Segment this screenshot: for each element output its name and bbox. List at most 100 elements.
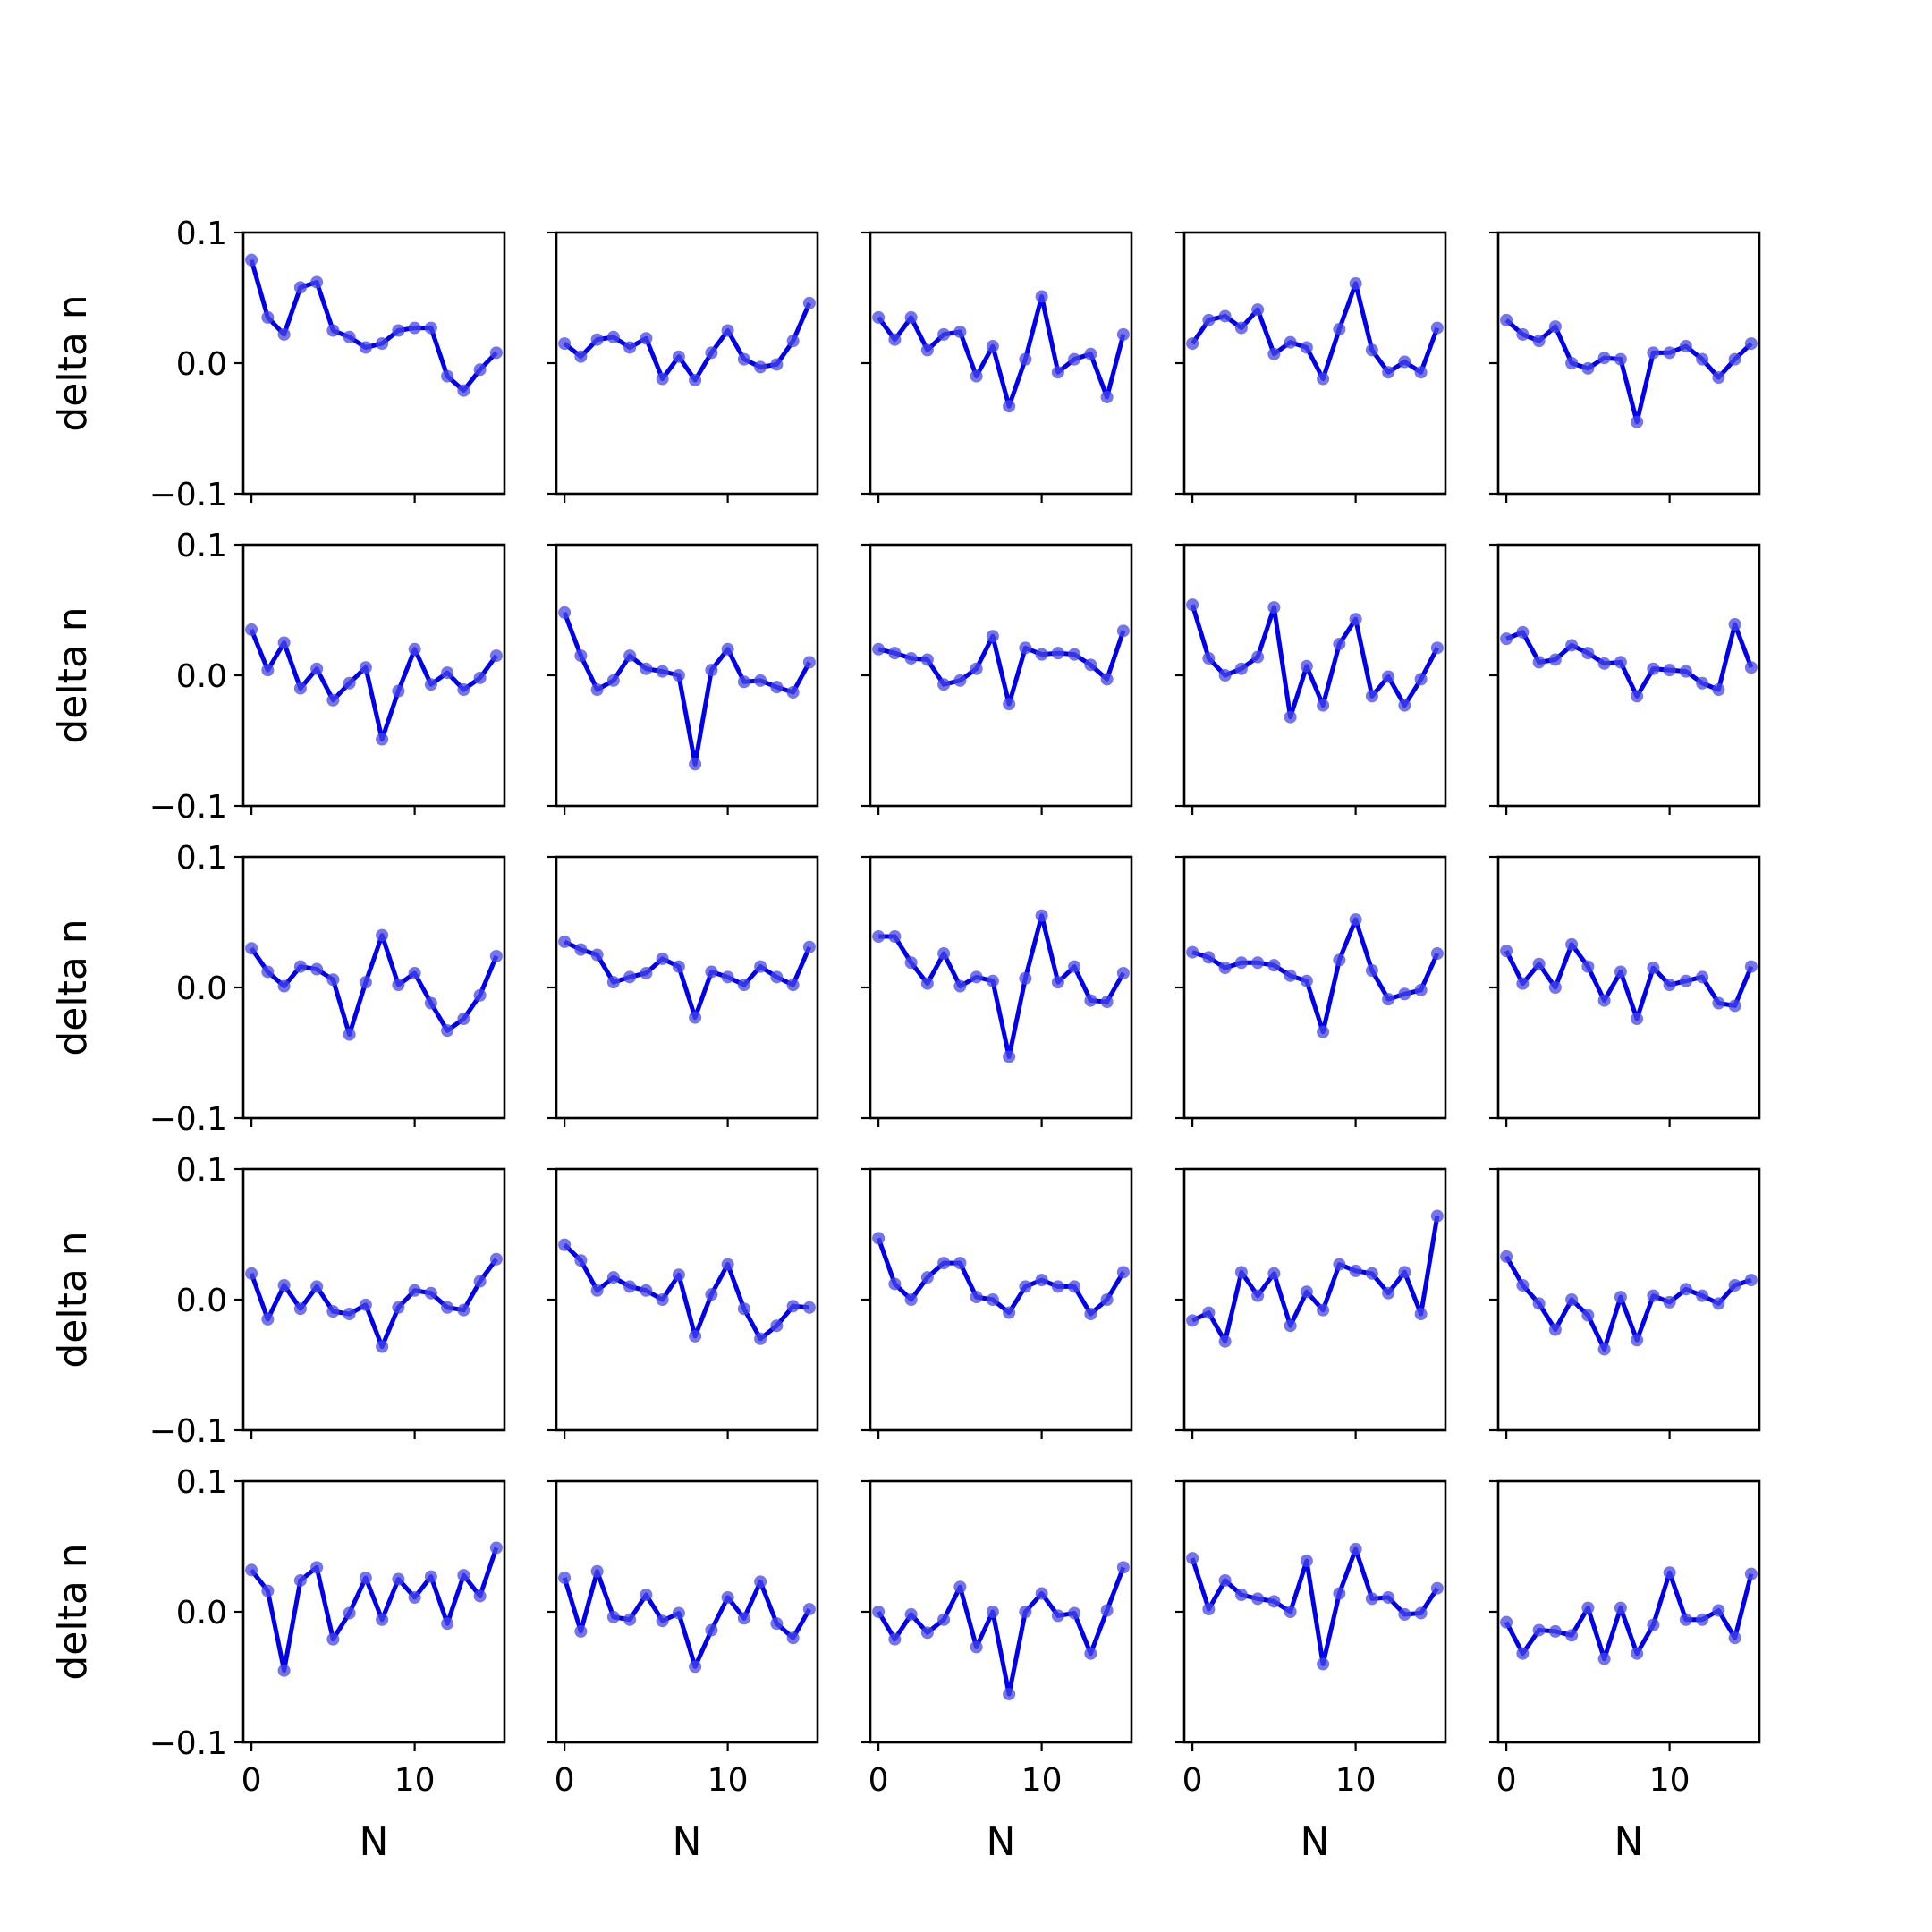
data-point (802, 1603, 816, 1616)
data-point (261, 664, 275, 677)
data-point (920, 977, 934, 990)
data-point (261, 1584, 275, 1597)
data-point (1581, 361, 1595, 375)
data-point (441, 1301, 454, 1314)
data-point (1500, 1615, 1513, 1629)
data-point (1614, 1601, 1627, 1614)
data-point (376, 337, 389, 351)
series-line (1504, 942, 1754, 1021)
data-point (888, 930, 902, 944)
panel-r2-c3 (1175, 855, 1447, 1127)
data-point (574, 350, 588, 363)
x-tick-label: 10 (1649, 1762, 1690, 1799)
data-point (904, 652, 918, 665)
data-point (1565, 1629, 1579, 1642)
data-point (1068, 960, 1081, 973)
data-point (1744, 337, 1758, 351)
panel-r3-c4 (1489, 1167, 1761, 1439)
data-point (1696, 1613, 1709, 1626)
data-point (1365, 1267, 1378, 1280)
data-point (1234, 1266, 1248, 1279)
x-axis-label: N (673, 1819, 702, 1865)
data-point (408, 642, 421, 656)
data-point (1581, 960, 1595, 973)
data-point (376, 1340, 389, 1353)
data-point (1035, 648, 1048, 661)
data-point (1398, 355, 1411, 369)
data-point (457, 1569, 470, 1582)
data-point (1647, 346, 1660, 360)
data-point (1186, 598, 1199, 612)
data-point (1300, 659, 1313, 673)
data-point (953, 325, 967, 338)
data-point (640, 1284, 653, 1297)
data-point (970, 1291, 983, 1304)
data-point (953, 1257, 967, 1270)
data-point (245, 253, 258, 267)
y-tick-label: 0.1 (176, 840, 227, 877)
data-point (310, 1561, 324, 1574)
panel-r0-c4 (1489, 231, 1761, 503)
panel-r0-c0: −0.1 0.0 0.1 delta n (50, 216, 506, 513)
data-point (1300, 341, 1313, 354)
data-point (1414, 1606, 1428, 1620)
data-point (1679, 1613, 1692, 1626)
data-point (970, 970, 983, 984)
data-point (408, 966, 421, 979)
data-point (1186, 337, 1199, 351)
data-point (705, 965, 718, 979)
data-point (786, 685, 800, 699)
data-point (872, 1606, 886, 1618)
data-point (343, 676, 356, 690)
x-axis-label: N (360, 1819, 389, 1865)
y-tick-label: −0.1 (149, 789, 227, 826)
data-point (721, 642, 734, 656)
data-point (754, 360, 767, 374)
data-point (672, 350, 685, 363)
data-point (656, 372, 669, 386)
data-point (1003, 698, 1016, 711)
data-point (705, 346, 718, 360)
data-point (1202, 1306, 1216, 1319)
data-point (457, 1303, 470, 1317)
data-point (689, 1329, 702, 1343)
data-point (1251, 956, 1265, 970)
data-point (1581, 1601, 1595, 1614)
data-point (392, 324, 405, 337)
data-point (1019, 1606, 1032, 1618)
data-point (1728, 1631, 1741, 1645)
data-point (705, 1623, 718, 1637)
data-point (326, 973, 340, 987)
data-point (1284, 1319, 1297, 1333)
data-point (802, 296, 816, 309)
series-line (564, 939, 812, 1021)
x-tick-label: 10 (394, 1762, 436, 1799)
data-point (1532, 335, 1546, 348)
data-point (1663, 346, 1676, 360)
data-point (606, 1271, 620, 1284)
data-point (310, 275, 324, 289)
data-point (1267, 347, 1281, 360)
data-point (1548, 981, 1562, 994)
data-point (1186, 1552, 1199, 1565)
data-point (277, 636, 291, 649)
data-point (1349, 1542, 1362, 1555)
y-tick-label: 0.0 (176, 1595, 227, 1631)
series-line (563, 1242, 810, 1342)
data-point (1532, 1297, 1546, 1310)
data-point (359, 1572, 372, 1585)
x-tick-label: 0 (869, 1762, 889, 1799)
data-point (1251, 1289, 1265, 1302)
data-point (1744, 661, 1758, 674)
y-tick-label: 0.1 (176, 1464, 227, 1501)
panel-r1-c2 (861, 543, 1133, 815)
panel-r2-c2 (861, 855, 1133, 1127)
data-point (558, 337, 572, 351)
panel-r3-c2 (861, 1167, 1133, 1439)
series-line (876, 1237, 1126, 1317)
data-point (1068, 352, 1081, 366)
data-point (1218, 1573, 1232, 1587)
series-line (562, 612, 812, 767)
data-point (888, 333, 902, 346)
